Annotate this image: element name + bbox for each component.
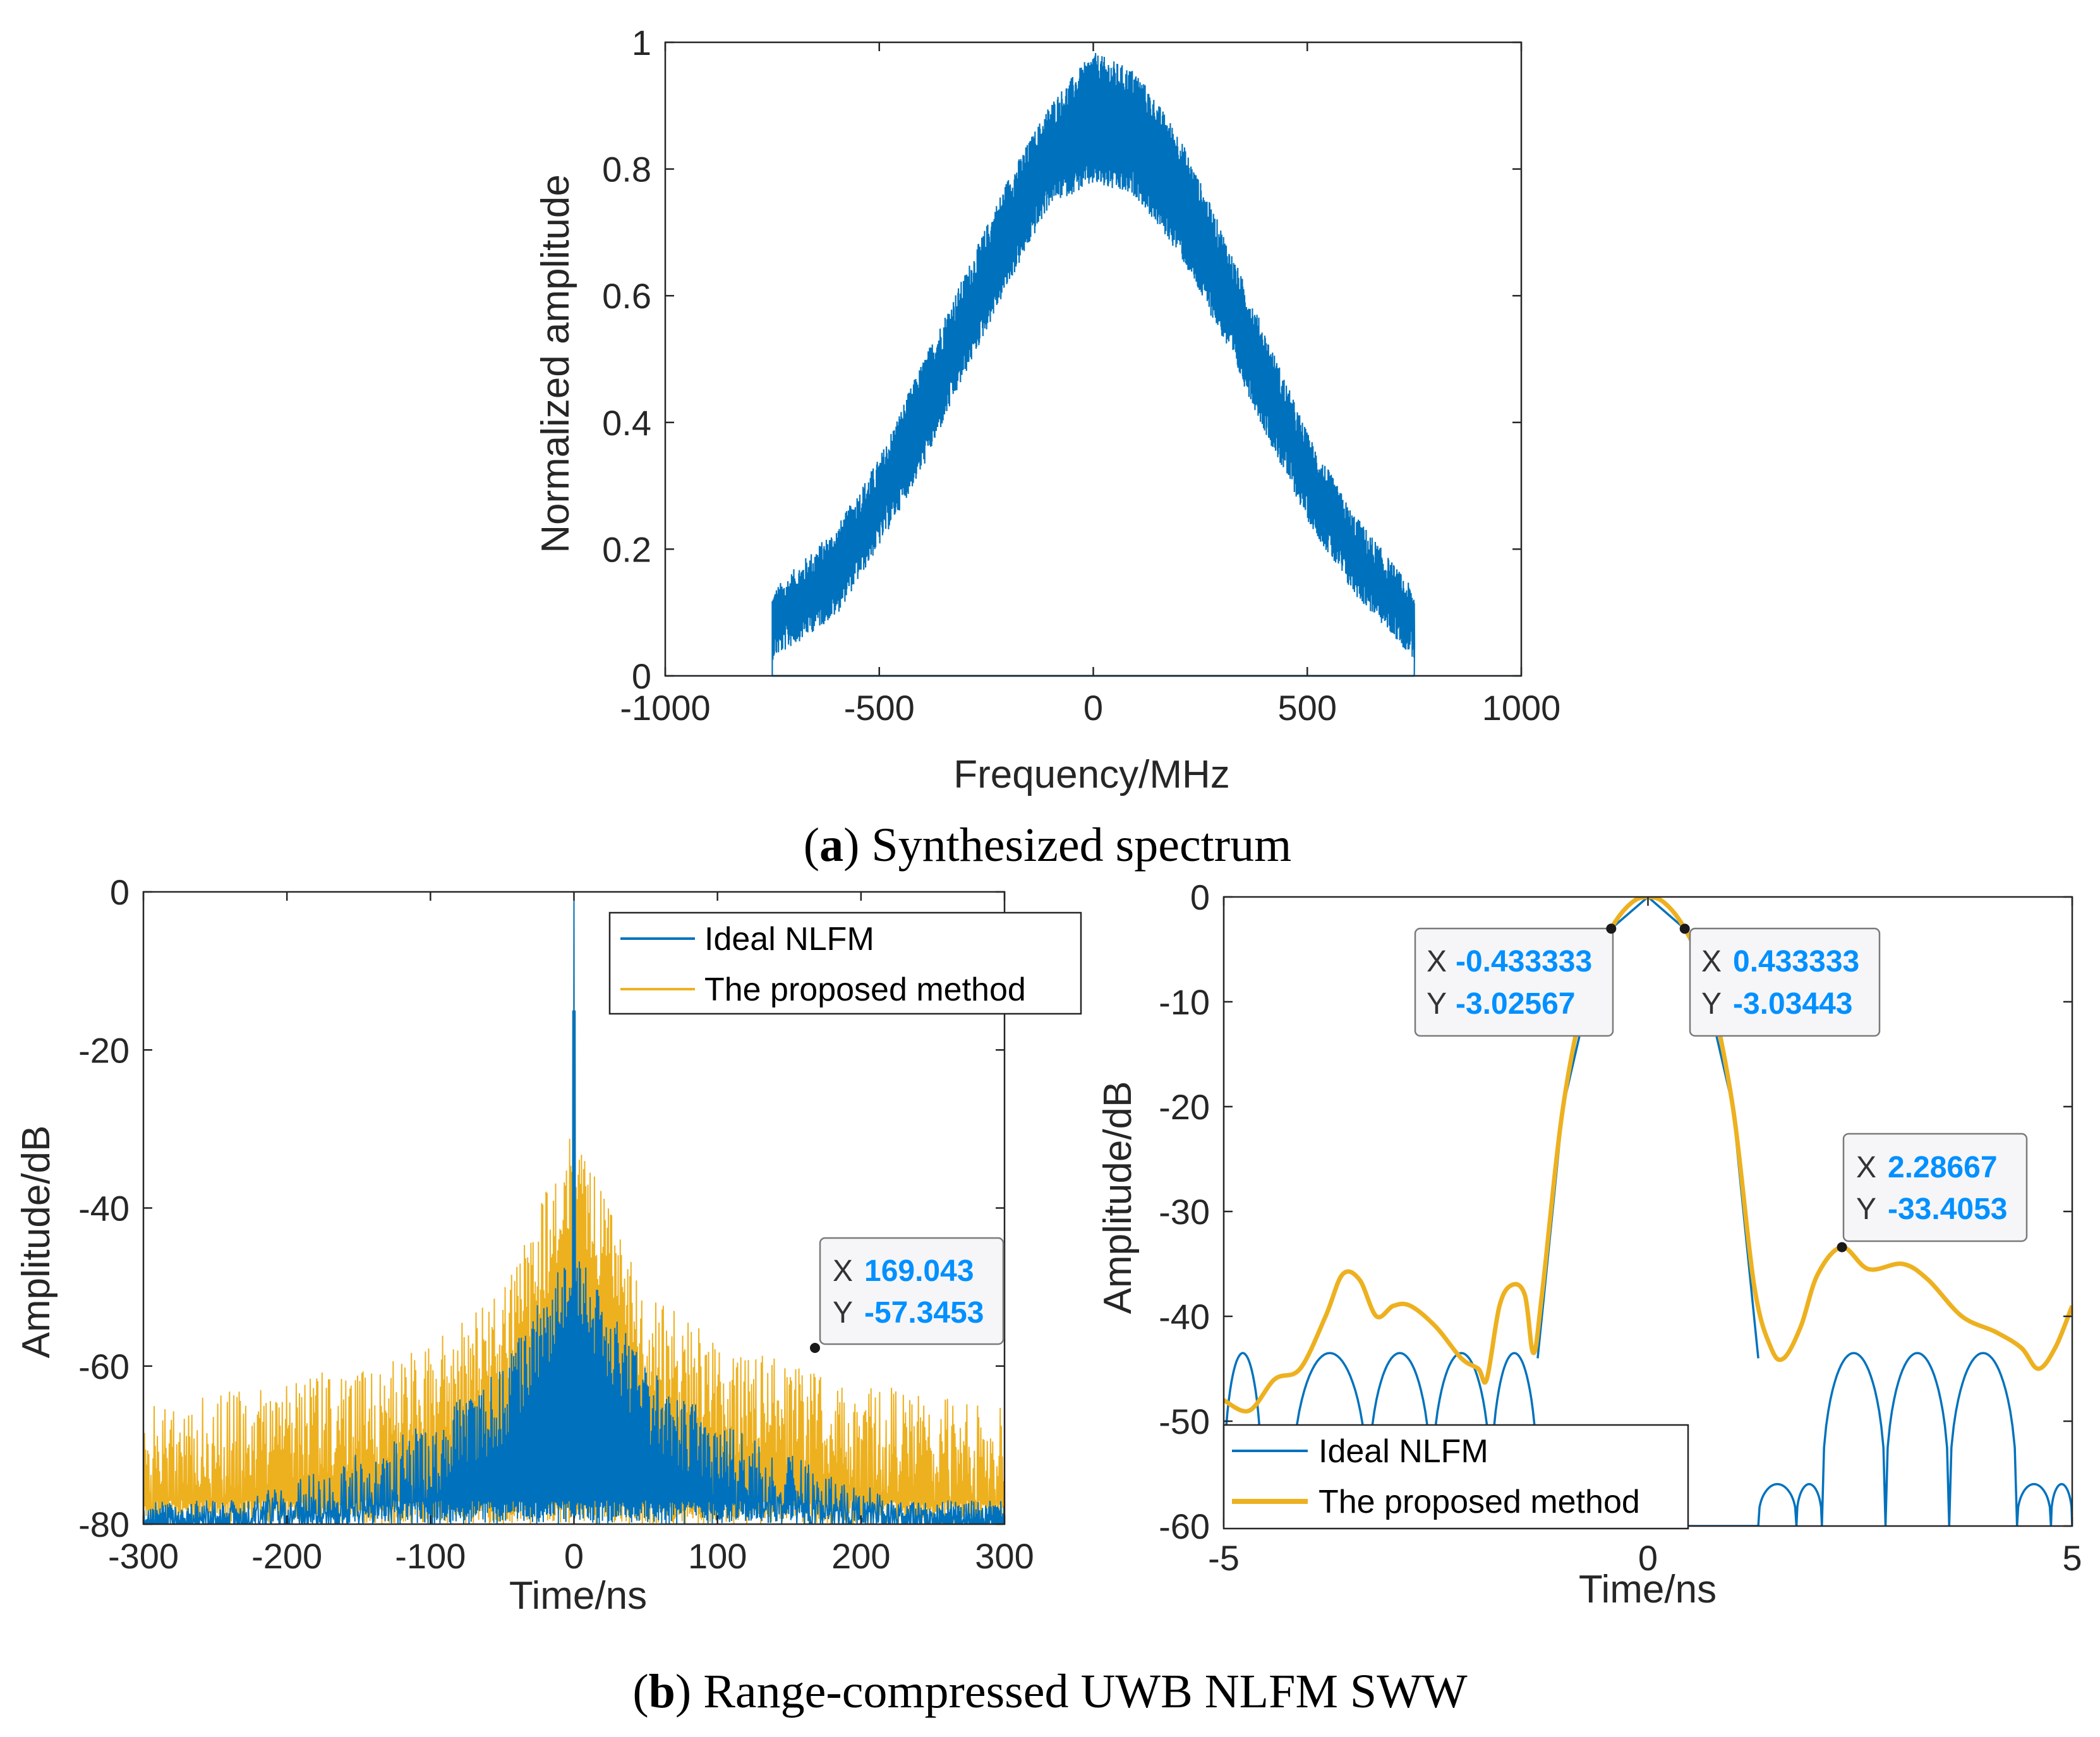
legend-label-ideal: Ideal NLFM xyxy=(1319,1433,1488,1470)
panel-bl-xtick-label: -100 xyxy=(395,1536,466,1576)
datatip-marker[interactable] xyxy=(810,1343,820,1353)
panel-br-ytick-label: -60 xyxy=(1159,1506,1210,1546)
datatip-x-value: -0.433333 xyxy=(1456,945,1592,978)
series-proposed-method xyxy=(143,892,1005,1524)
series-ideal-nlfm-mainlobe xyxy=(1536,897,1759,1359)
datatip-box[interactable] xyxy=(1689,927,1881,1037)
panel-bl-xtick-label: 100 xyxy=(688,1536,747,1576)
panel-bl-legend: Ideal NLFM The proposed method xyxy=(608,911,1082,1015)
panel-bl-xlabel: Time/ns xyxy=(509,1574,647,1618)
datatip-x-value: 169.043 xyxy=(864,1254,974,1288)
datatip-y-key: Y xyxy=(1701,987,1722,1021)
legend-label-proposed: The proposed method xyxy=(704,971,1026,1008)
panel-bl-ytick-label: -60 xyxy=(78,1347,130,1386)
panel-br-xtick-label: 5 xyxy=(2062,1538,2082,1578)
panel-br-datatip-3[interactable]: X 2.28667 Y -33.4053 xyxy=(1842,1133,2028,1242)
panel-a-ytick-label: 0.2 xyxy=(602,529,651,569)
panel-br-ytick-label: -10 xyxy=(1159,982,1210,1022)
panel-a-ytick-label: 0.8 xyxy=(602,150,651,189)
legend-box xyxy=(608,911,1082,1015)
series-synthesized-spectrum xyxy=(665,52,1521,677)
panel-b-left: -300 -200 -100 0 100 200 300-80-60-40-200 Time… xyxy=(15,872,1082,1618)
datatip-y-value: -33.4053 xyxy=(1888,1193,2008,1226)
panel-a-ytick-label: 1 xyxy=(632,23,651,63)
panel-bl-xtick-label: 300 xyxy=(975,1536,1034,1576)
panel-br-xtick-label: 0 xyxy=(1638,1538,1658,1578)
series-ideal-nlfm-sidelobes xyxy=(1224,1352,2072,1526)
panel-a-xtick-label: 0 xyxy=(1083,688,1103,728)
datatip-x-key: X xyxy=(1856,1151,1876,1184)
panel-br-ytick-label: 0 xyxy=(1190,877,1210,917)
panel-bl-ytick-label: 0 xyxy=(110,872,130,912)
panel-br-ticks: -5 0 5-60-50-40-30-20-100 xyxy=(1159,877,2082,1578)
panel-a-ytick-label: 0.4 xyxy=(602,403,651,443)
panel-a-ticks: -1000 -500 0 500 1000 0 0.2 0.4 0.6 0.8 1 xyxy=(602,23,1560,728)
panel-bl-ytick-label: -80 xyxy=(78,1505,130,1544)
panel-bl-ylabel: Amplitude/dB xyxy=(15,1126,58,1359)
panel-a-xtick-label: -1000 xyxy=(620,688,710,728)
datatip-y-key: Y xyxy=(833,1296,853,1330)
panel-a-xtick-label: 1000 xyxy=(1482,688,1561,728)
panel-br-ytick-label: -50 xyxy=(1159,1402,1210,1441)
panel-br-xtick-label: -5 xyxy=(1208,1538,1240,1578)
panel-a-data xyxy=(665,52,1521,677)
datatip-y-key: Y xyxy=(1427,987,1447,1021)
panel-a-xtick-label: 500 xyxy=(1278,688,1337,728)
caption-b-label: b xyxy=(649,1665,675,1718)
legend-box xyxy=(1222,1424,1689,1530)
panel-bl-xtick-label: 0 xyxy=(564,1536,584,1576)
datatip-box[interactable] xyxy=(1414,927,1614,1037)
panel-bl-xtick-label: 200 xyxy=(831,1536,890,1576)
datatip-x-value: 0.433333 xyxy=(1733,945,1859,978)
datatip-marker-1[interactable] xyxy=(1606,923,1617,934)
datatip-y-key: Y xyxy=(1856,1193,1876,1226)
panel-bl-ticks: -300 -200 -100 0 100 200 300-80-60-40-200 xyxy=(78,872,1034,1576)
datatip-y-value: -3.02567 xyxy=(1456,987,1576,1021)
panel-bl-ytick-label: -40 xyxy=(78,1189,130,1229)
panel-br-xlabel: Time/ns xyxy=(1579,1568,1717,1611)
caption-b-text: ) Range-compressed UWB NLFM SWW xyxy=(675,1665,1468,1718)
panel-b-right: -5 0 5-60-50-40-30-20-100 Time/ns Amplitud… xyxy=(1096,877,2082,1611)
panel-br-ytick-label: -30 xyxy=(1159,1192,1210,1232)
datatip-x-key: X xyxy=(1427,945,1447,978)
legend-label-proposed: The proposed method xyxy=(1319,1484,1640,1520)
panel-bl-xtick-label: -200 xyxy=(251,1536,322,1576)
panel-br-ytick-label: -40 xyxy=(1159,1297,1210,1337)
datatip-x-value: 2.28667 xyxy=(1888,1151,1998,1184)
datatip-marker-3[interactable] xyxy=(1837,1242,1847,1253)
datatip-box[interactable] xyxy=(819,1237,1005,1345)
datatip-x-key: X xyxy=(1701,945,1722,978)
panel-a-spectrum: -1000 -500 0 500 1000 0 0.2 0.4 0.6 0.8 1 Frequenc… xyxy=(534,23,1560,796)
panel-a-ylabel: Normalized amplitude xyxy=(534,174,577,553)
panel-br-datatip-2[interactable]: X 0.433333 Y -3.03443 xyxy=(1689,927,1881,1037)
caption-a-label: a xyxy=(819,819,843,872)
datatip-y-value: -3.03443 xyxy=(1733,987,1853,1021)
panel-bl-datatip[interactable]: X 169.043 Y -57.3453 xyxy=(810,1237,1005,1353)
caption-b: (b) Range-compressed UWB NLFM SWW xyxy=(632,1665,1468,1718)
panel-br-ytick-label: -20 xyxy=(1159,1087,1210,1127)
panel-a-ytick-label: 0 xyxy=(632,656,651,696)
panel-a-xlabel: Frequency/MHz xyxy=(953,753,1230,796)
datatip-y-value: -57.3453 xyxy=(864,1296,984,1330)
panel-br-legend: Ideal NLFM The proposed method xyxy=(1222,1424,1689,1530)
datatip-marker-2[interactable] xyxy=(1679,923,1690,934)
panel-bl-xtick-label: -300 xyxy=(108,1536,179,1576)
panel-br-datatip-1[interactable]: X -0.433333 Y -3.02567 xyxy=(1414,927,1614,1037)
caption-a-text: ) Synthesized spectrum xyxy=(843,819,1291,872)
panel-a-xtick-label: -500 xyxy=(844,688,915,728)
caption-a: (a) Synthesized spectrum xyxy=(804,819,1291,872)
datatip-box[interactable] xyxy=(1842,1133,2028,1242)
panel-br-ylabel: Amplitude/dB xyxy=(1096,1081,1140,1314)
panel-a-ytick-label: 0.6 xyxy=(602,276,651,316)
panel-bl-ytick-label: -20 xyxy=(78,1030,130,1070)
legend-label-ideal: Ideal NLFM xyxy=(704,921,874,958)
datatip-x-key: X xyxy=(833,1254,853,1288)
